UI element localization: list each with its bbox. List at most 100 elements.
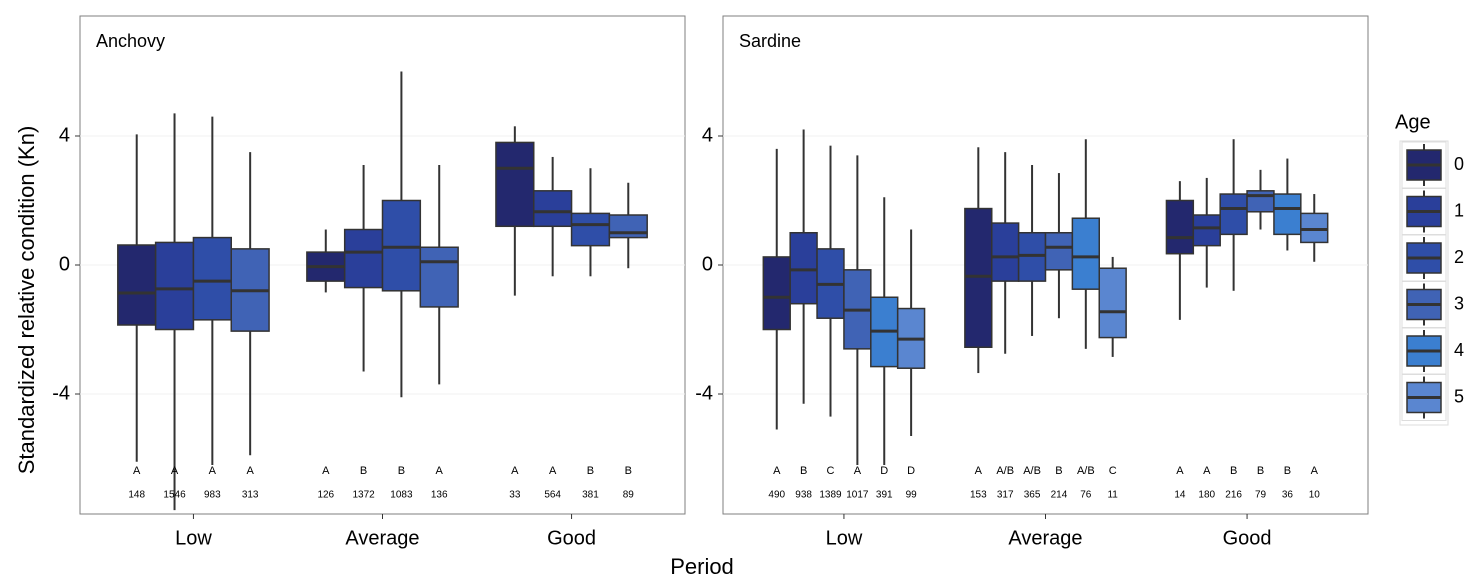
y-tick-label: 0	[59, 253, 70, 275]
group-letter: B	[360, 465, 367, 477]
sample-size: 391	[876, 490, 893, 501]
box	[1192, 214, 1221, 247]
box	[192, 236, 232, 321]
sample-size: 1083	[390, 490, 413, 501]
group-letter: A	[171, 465, 179, 477]
x-tick-label: Average	[345, 527, 419, 549]
box	[1246, 190, 1275, 213]
box	[1273, 193, 1302, 236]
group-letter: A/B	[1023, 465, 1041, 477]
sample-size: 1546	[163, 490, 186, 501]
sample-size: 33	[509, 490, 521, 501]
sample-size: 14	[1174, 490, 1186, 501]
legend-label: 2	[1454, 247, 1464, 267]
group-letter: B	[587, 465, 594, 477]
box	[964, 207, 993, 348]
legend-label: 4	[1454, 340, 1464, 360]
group-letter: B	[1230, 465, 1237, 477]
sample-size: 89	[623, 490, 635, 501]
group-letter: A	[511, 465, 519, 477]
legend-label: 3	[1454, 293, 1464, 313]
panel-title: Sardine	[739, 31, 801, 51]
sample-size: 216	[1225, 490, 1242, 501]
group-letter: B	[398, 465, 405, 477]
sample-size: 381	[582, 490, 599, 501]
y-tick-label: 4	[702, 124, 713, 146]
sample-size: 564	[544, 490, 561, 501]
sample-size: 365	[1024, 490, 1041, 501]
group-letter: A	[133, 465, 141, 477]
box	[762, 256, 791, 331]
group-letter: C	[1109, 465, 1117, 477]
y-axis-label: Standardized relative condition (Kn)	[14, 126, 39, 475]
group-letter: B	[1284, 465, 1291, 477]
sample-size: 11	[1107, 490, 1118, 501]
legend-title: Age	[1395, 111, 1431, 133]
box	[1098, 267, 1127, 339]
box	[533, 190, 573, 228]
sample-size: 180	[1198, 490, 1215, 501]
group-letter: A	[1176, 465, 1184, 477]
y-tick-label: 4	[59, 124, 70, 146]
sample-size: 938	[795, 490, 812, 501]
sample-size: 1389	[819, 490, 842, 501]
sample-size: 36	[1282, 490, 1294, 501]
group-letter: A	[1311, 465, 1319, 477]
sample-size: 99	[906, 490, 918, 501]
x-tick-label: Good	[547, 527, 596, 549]
box	[570, 212, 611, 247]
x-tick-label: Average	[1008, 527, 1082, 549]
sample-size: 214	[1051, 490, 1068, 501]
group-letter: C	[827, 465, 835, 477]
group-letter: A	[975, 465, 983, 477]
sample-size: 148	[128, 490, 145, 501]
sample-size: 136	[431, 490, 448, 501]
group-letter: A	[549, 465, 557, 477]
box	[1165, 199, 1195, 255]
group-letter: A/B	[996, 465, 1014, 477]
sample-size: 76	[1080, 490, 1092, 501]
box	[154, 241, 195, 331]
x-axis-label: Period	[670, 554, 734, 579]
group-letter: B	[1257, 465, 1264, 477]
box	[1044, 231, 1074, 271]
sample-size: 1017	[846, 490, 869, 501]
box	[419, 246, 459, 308]
sample-size: 490	[768, 490, 785, 501]
y-tick-label: 0	[702, 253, 713, 275]
box	[1017, 231, 1047, 282]
sample-size: 1372	[352, 490, 375, 501]
box	[495, 141, 535, 228]
x-tick-label: Low	[826, 527, 863, 549]
group-letter: B	[625, 465, 632, 477]
x-tick-label: Low	[175, 527, 212, 549]
group-letter: B	[1055, 465, 1062, 477]
box	[789, 231, 818, 305]
box	[381, 199, 422, 292]
box	[1300, 212, 1329, 244]
panel-title: Anchovy	[96, 31, 165, 51]
legend-label: 0	[1454, 154, 1464, 174]
sample-size: 79	[1255, 490, 1267, 501]
box	[1071, 217, 1100, 290]
sample-size: 983	[204, 490, 221, 501]
y-tick-label: -4	[695, 382, 713, 404]
group-letter: A	[773, 465, 781, 477]
y-tick-label: -4	[52, 382, 70, 404]
legend-label: 5	[1454, 386, 1464, 406]
sample-size: 313	[242, 490, 259, 501]
box	[991, 222, 1020, 282]
group-letter: A	[209, 465, 217, 477]
x-tick-label: Good	[1223, 527, 1272, 549]
group-letter: A	[854, 465, 862, 477]
box	[1219, 193, 1248, 236]
legend-label: 1	[1454, 200, 1464, 220]
sample-size: 317	[997, 490, 1014, 501]
group-letter: A	[1203, 465, 1211, 477]
sample-size: 153	[970, 490, 987, 501]
group-letter: A	[246, 465, 254, 477]
group-letter: A	[436, 465, 444, 477]
legend-frame	[1399, 140, 1449, 426]
group-letter: B	[800, 465, 807, 477]
